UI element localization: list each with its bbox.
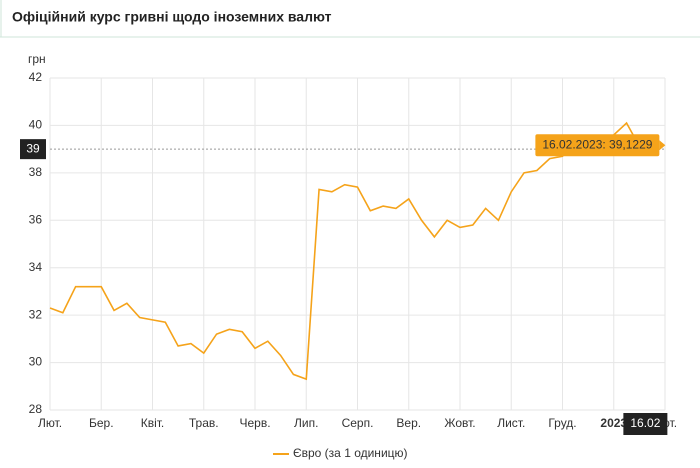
tooltip-pointer	[659, 140, 666, 151]
x-tick-label: Трав.	[189, 416, 219, 430]
x-tick-label: Лип.	[294, 416, 318, 430]
x-tick-label: 2023	[600, 416, 627, 430]
y-tick-label: 40	[29, 118, 43, 132]
y-tick-label: 36	[29, 212, 43, 226]
y-unit: грн	[28, 52, 46, 66]
x-tick-label: Вер.	[396, 416, 421, 430]
x-tick-label: Черв.	[239, 416, 270, 430]
x-tick-label: Груд.	[548, 416, 576, 430]
tooltip-box	[535, 134, 660, 157]
crosshair-y-label: 39	[26, 141, 40, 155]
y-tick-label: 42	[29, 70, 43, 84]
y-tick-label: 34	[29, 260, 43, 274]
y-tick-label: 28	[29, 402, 43, 416]
tooltip-label: 16.02.2023: 39,1229	[542, 137, 652, 151]
x-tick-label: Лист.	[497, 416, 525, 430]
legend-label: Євро (за 1 одиницю)	[293, 446, 408, 460]
chart-title: Офіційний курс гривні щодо іноземних вал…	[12, 9, 332, 25]
crosshair-x-box	[623, 413, 668, 435]
x-tick-label: Квіт.	[141, 416, 165, 430]
x-tick-label: Лют.	[38, 416, 62, 430]
y-tick-label: 38	[29, 165, 43, 179]
crosshair-y-box	[20, 139, 46, 160]
crosshair-x-label: 16.02	[630, 416, 660, 430]
y-tick-label: 32	[29, 307, 43, 321]
x-tick-label: Серп.	[342, 416, 374, 430]
x-tick-label: Бер.	[89, 416, 114, 430]
x-tick-label: Жовт.	[444, 416, 475, 430]
series-line	[49, 121, 641, 381]
y-tick-label: 30	[29, 355, 43, 369]
